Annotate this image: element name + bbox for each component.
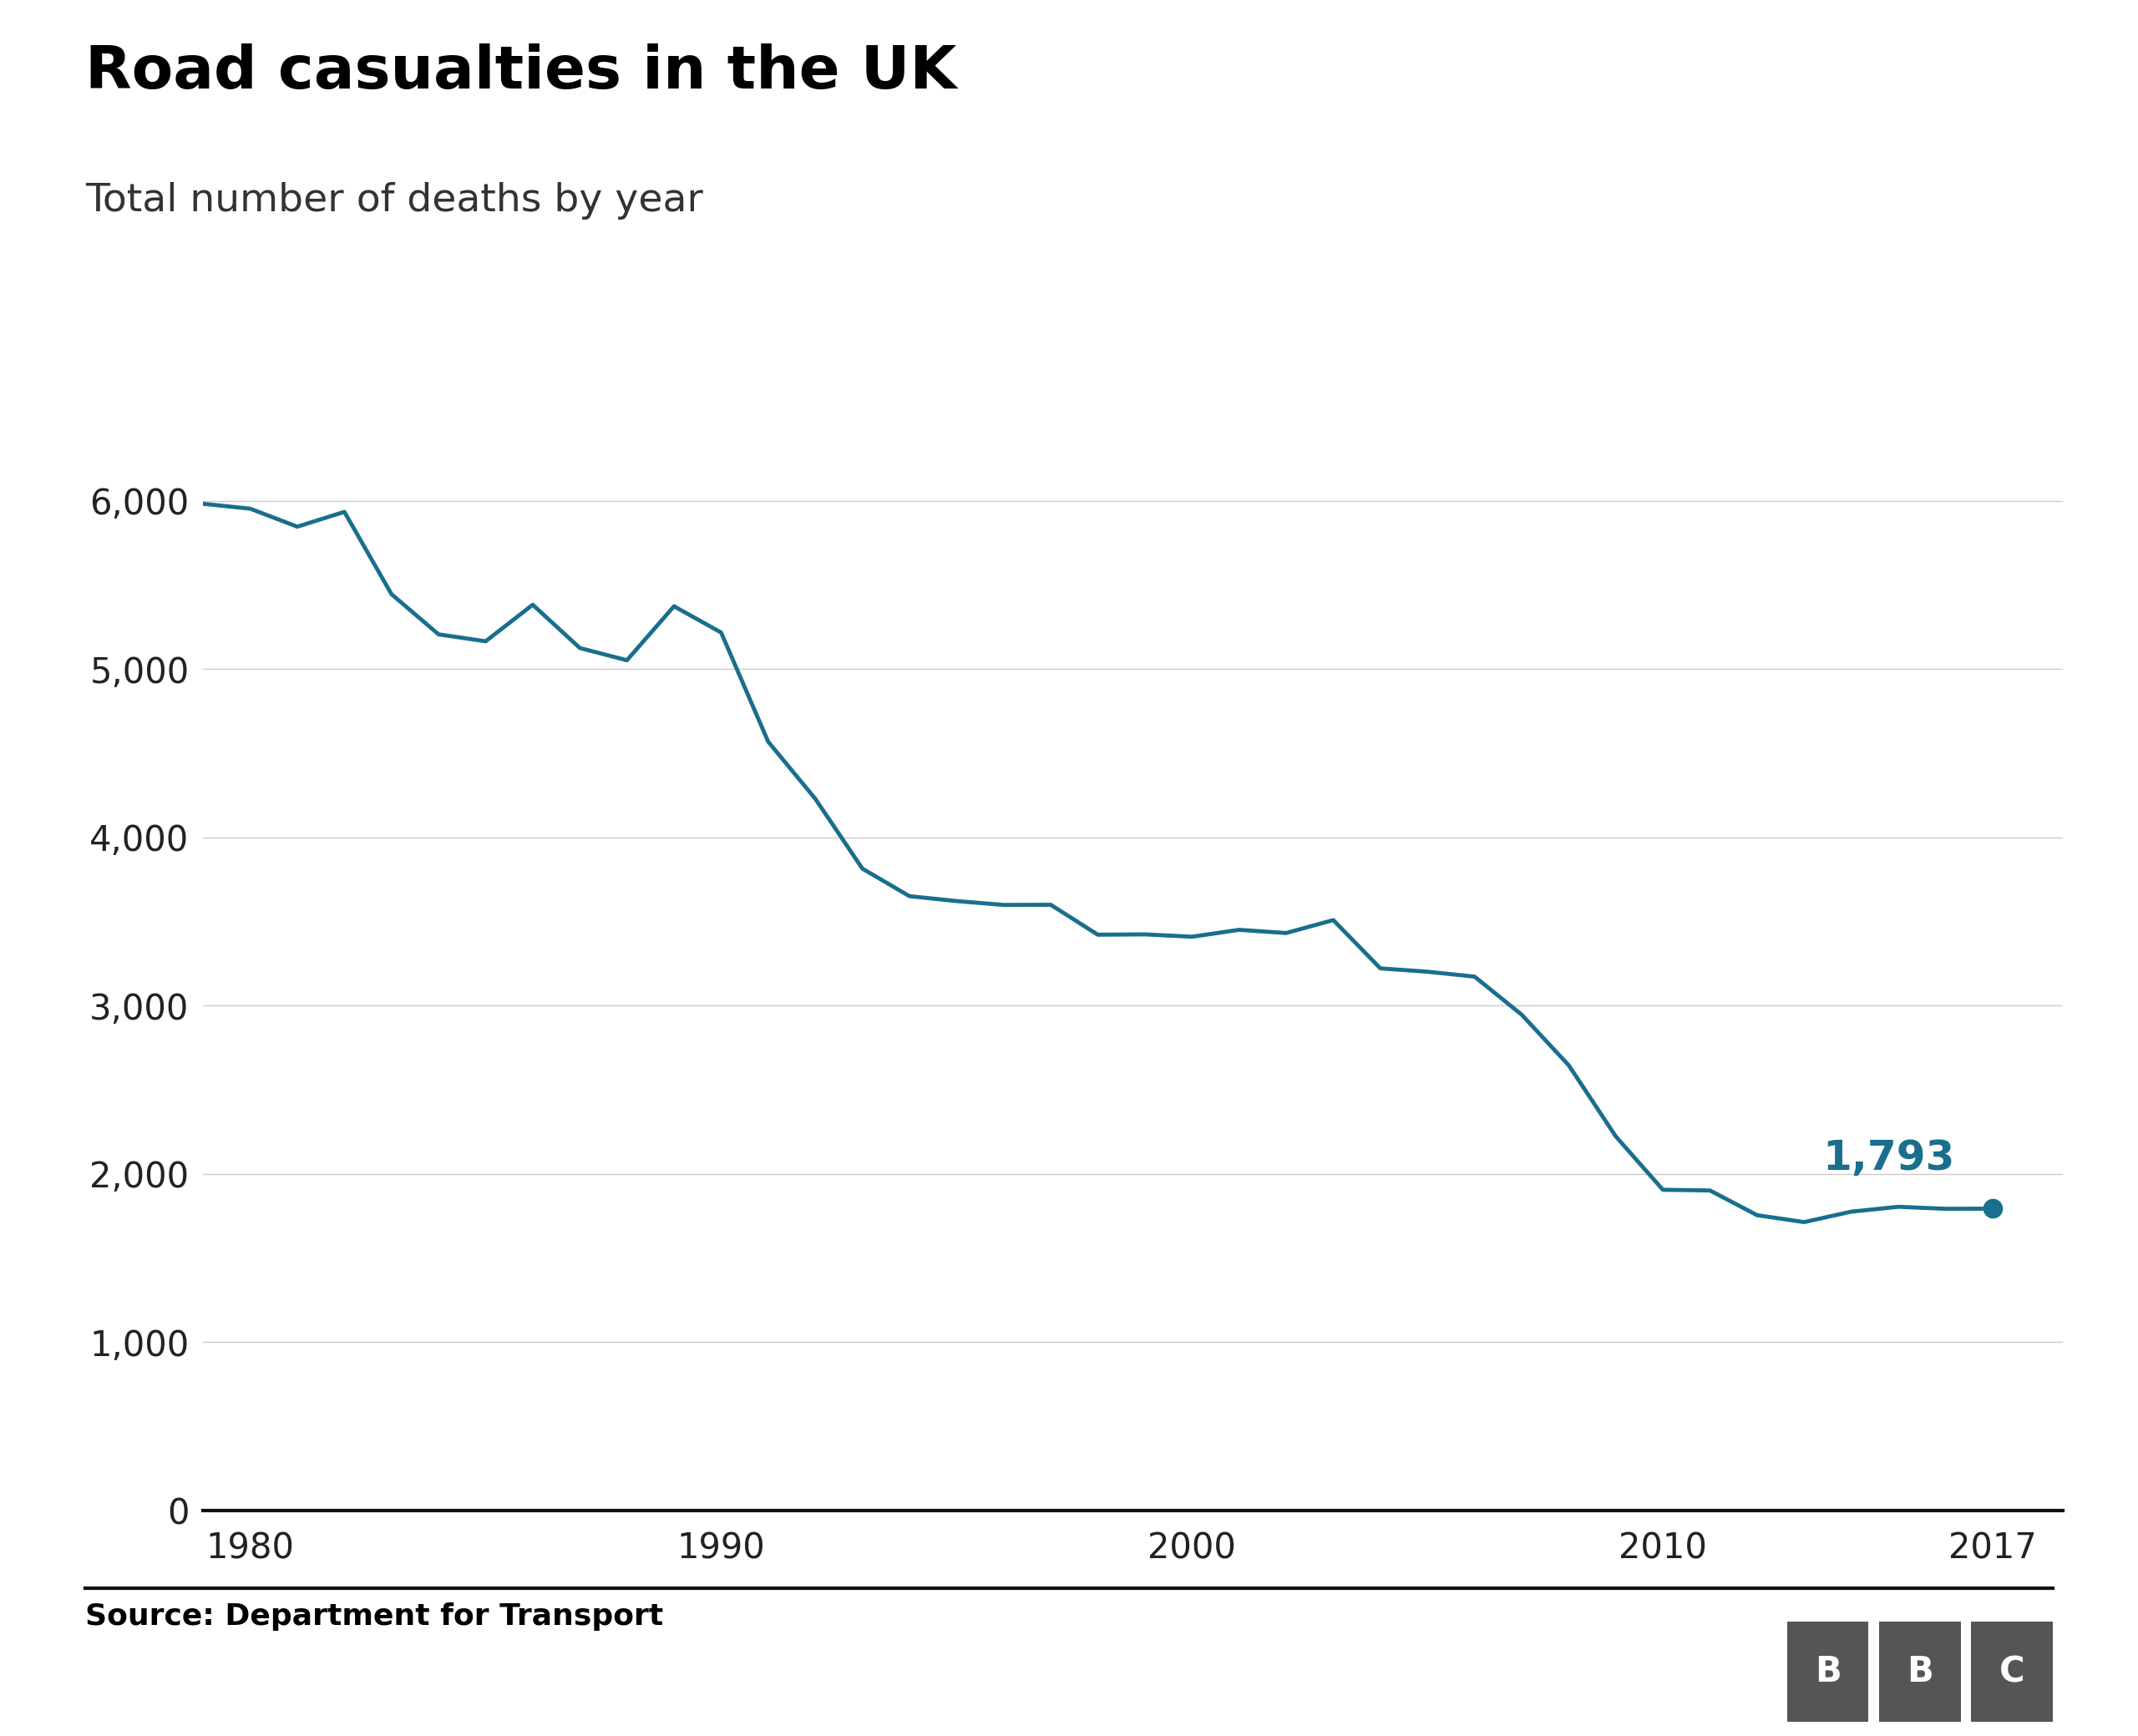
Text: Road casualties in the UK: Road casualties in the UK bbox=[86, 43, 958, 101]
Text: C: C bbox=[1999, 1654, 2025, 1689]
Text: B: B bbox=[1907, 1654, 1933, 1689]
Text: 1,793: 1,793 bbox=[1824, 1139, 1954, 1179]
Text: Total number of deaths by year: Total number of deaths by year bbox=[86, 182, 703, 220]
Text: Source: Department for Transport: Source: Department for Transport bbox=[86, 1602, 663, 1630]
Text: B: B bbox=[1815, 1654, 1841, 1689]
